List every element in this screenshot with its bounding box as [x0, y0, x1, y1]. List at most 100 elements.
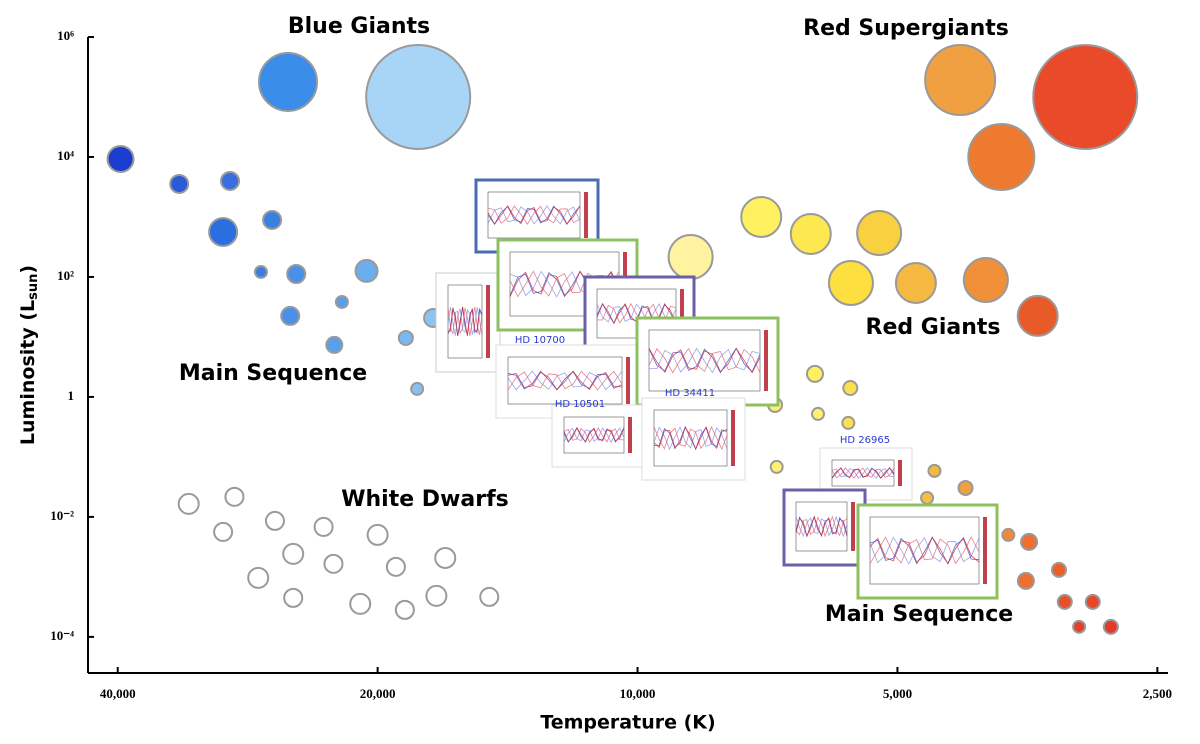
x-axis-label: Temperature (K)	[540, 712, 715, 734]
star	[924, 43, 997, 116]
inset-curve	[487, 205, 581, 225]
star	[208, 216, 239, 247]
star	[169, 173, 190, 194]
star	[740, 195, 783, 238]
y-axis-label-part: Luminosity (L	[17, 300, 39, 445]
inset-colorbar	[626, 357, 630, 404]
region-label: Red Supergiants	[803, 16, 1009, 41]
y-axis-label: Luminosity (Lsun)	[17, 265, 41, 445]
y-axis-label-part: )	[17, 265, 39, 274]
star	[286, 264, 307, 285]
y-tick-label: 10⁴	[57, 148, 74, 163]
inset-curve	[648, 347, 761, 374]
star	[282, 542, 305, 565]
inset-plot	[653, 409, 728, 467]
star	[667, 234, 714, 281]
y-tick-label: 10²	[57, 268, 74, 283]
star	[247, 566, 270, 589]
inset-colorbar	[584, 192, 588, 238]
star	[1050, 561, 1067, 578]
star	[434, 546, 457, 569]
inset-frame	[856, 503, 999, 600]
star	[920, 490, 935, 505]
inset-curve	[487, 205, 581, 225]
inset-colorbar	[680, 289, 684, 338]
region-label: Main Sequence	[179, 361, 367, 386]
star	[283, 587, 304, 608]
star	[224, 486, 245, 507]
star	[927, 463, 942, 478]
inset-plot	[648, 329, 761, 392]
region-label: Blue Giants	[288, 14, 430, 39]
inset-plot	[507, 356, 623, 405]
star	[1016, 294, 1059, 337]
inset-colorbar	[851, 502, 855, 551]
inset-curve	[795, 515, 848, 538]
star	[789, 212, 832, 255]
inset-curve	[653, 425, 728, 451]
inset-curve	[507, 370, 623, 391]
y-tick-label: 10⁻²	[50, 508, 74, 523]
inset-curve	[596, 302, 677, 325]
inset-curve	[831, 467, 895, 479]
inset-label: HD 26965	[840, 435, 890, 446]
star	[313, 516, 334, 537]
star	[894, 261, 937, 304]
star	[262, 209, 283, 230]
y-tick-label: 1	[68, 388, 75, 403]
star	[258, 51, 319, 112]
inset-curve	[648, 347, 761, 374]
x-tick-label: 5,000	[883, 686, 912, 701]
star	[1084, 593, 1101, 610]
star	[334, 294, 349, 309]
inset-plot	[563, 416, 625, 454]
star	[219, 170, 240, 191]
inset-curve	[447, 306, 483, 336]
x-tick-label: 2,500	[1143, 686, 1172, 701]
inset-curve	[507, 370, 623, 391]
inset-label: HD 34411	[665, 388, 715, 399]
star	[842, 379, 859, 396]
inset-plot	[795, 501, 848, 552]
inset-colorbar	[764, 330, 768, 391]
star	[827, 259, 874, 306]
star	[1056, 593, 1073, 610]
inset-plot	[869, 516, 980, 585]
inset-colorbar	[983, 517, 987, 584]
inset-label: HD 10700	[515, 335, 565, 346]
star	[425, 584, 448, 607]
star	[366, 523, 389, 546]
star	[410, 381, 425, 396]
inset-curve	[563, 427, 625, 444]
star	[957, 479, 974, 496]
y-axis-label-part: sun	[26, 274, 41, 300]
inset-curve	[507, 370, 623, 391]
star	[397, 329, 414, 346]
region-label: Red Giants	[866, 315, 1001, 340]
star	[177, 492, 200, 515]
star	[769, 459, 784, 474]
star	[841, 415, 856, 430]
x-tick-label: 40,000	[100, 686, 136, 701]
star	[810, 406, 825, 421]
inset-colorbar	[628, 417, 632, 453]
inset-label: HD 10501	[555, 399, 605, 410]
star	[1072, 619, 1087, 634]
star	[349, 592, 372, 615]
x-tick-label: 20,000	[360, 686, 396, 701]
inset-curve	[831, 467, 895, 479]
star	[280, 305, 301, 326]
star	[1102, 618, 1119, 635]
star	[805, 364, 824, 383]
star	[1001, 527, 1016, 542]
inset-curve	[795, 515, 848, 538]
star	[962, 256, 1009, 303]
star	[967, 122, 1036, 191]
inset-colorbar	[486, 285, 490, 358]
x-tick-label: 10,000	[620, 686, 656, 701]
star	[1032, 43, 1139, 150]
region-label: Main Sequence	[825, 602, 1013, 627]
inset-colorbar	[898, 460, 902, 486]
star	[1020, 532, 1039, 551]
